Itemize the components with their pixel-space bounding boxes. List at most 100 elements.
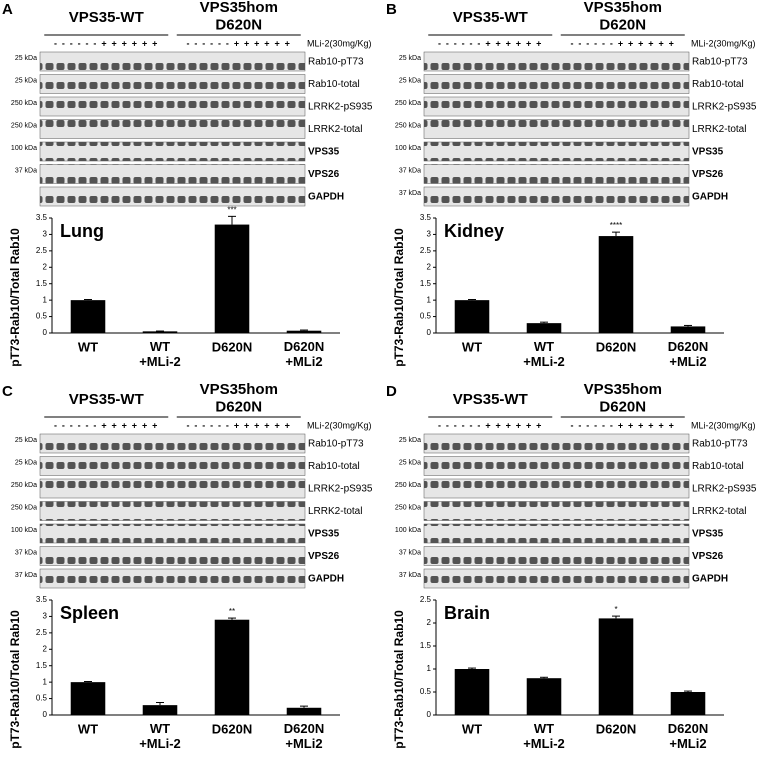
x-tick-label: WT +MLi-2 bbox=[139, 339, 181, 369]
group-label: VPS35hom D620N bbox=[200, 381, 278, 415]
blot-strip bbox=[423, 478, 690, 499]
kda-label: 250 kDa bbox=[11, 482, 37, 489]
blot-strip bbox=[423, 501, 690, 521]
blot-label: Rab10-pT73 bbox=[308, 439, 364, 450]
kda-label: 25 kDa bbox=[399, 437, 421, 444]
error-bar bbox=[84, 298, 92, 301]
blot-label: LRRK2-total bbox=[308, 506, 362, 517]
y-tick-label: 1.5 bbox=[420, 641, 432, 650]
y-tick-label: 0 bbox=[43, 328, 48, 337]
treatment-signs: - - - - - - + + + + + + bbox=[438, 420, 543, 430]
blot-strip bbox=[423, 523, 690, 544]
kda-label: 25 kDa bbox=[15, 55, 37, 62]
x-tick-label: WT +MLi-2 bbox=[523, 339, 565, 369]
treatment-signs: - - - - - - + + + + + + bbox=[438, 38, 543, 48]
y-tick-label: 2 bbox=[427, 618, 432, 627]
blot-strip bbox=[423, 141, 690, 162]
x-tick-label: WT bbox=[78, 339, 98, 354]
blot-strip bbox=[423, 546, 690, 566]
blot-label: Rab10-pT73 bbox=[308, 57, 364, 68]
y-tick-label: 3 bbox=[427, 230, 432, 239]
significance: **** bbox=[610, 221, 622, 230]
blot-strip bbox=[423, 119, 690, 139]
chart-title: Brain bbox=[444, 603, 490, 623]
treatment-signs: - - - - - - + + + + + + bbox=[54, 38, 159, 48]
chart-title: Lung bbox=[60, 221, 104, 241]
y-tick-label: 0.5 bbox=[420, 687, 432, 696]
y-tick-label: 2 bbox=[43, 262, 48, 271]
y-axis-label: pT73-Rab10/Total Rab10 bbox=[8, 228, 22, 367]
blot-strip bbox=[39, 433, 306, 454]
x-tick-label: D620N +MLi2 bbox=[668, 721, 708, 751]
kda-label: 37 kDa bbox=[399, 572, 421, 579]
group-label: VPS35-WT bbox=[453, 391, 528, 408]
blot-strip bbox=[423, 568, 690, 589]
bar bbox=[598, 618, 634, 715]
significance: ** bbox=[229, 607, 235, 616]
y-tick-label: 2.5 bbox=[420, 595, 432, 604]
y-tick-label: 0 bbox=[427, 328, 432, 337]
significance: *** bbox=[227, 205, 236, 214]
blot-label: GAPDH bbox=[692, 574, 728, 585]
bar bbox=[670, 326, 706, 333]
y-tick-label: 2 bbox=[43, 644, 48, 653]
blot-strip bbox=[39, 186, 306, 207]
kda-label: 37 kDa bbox=[15, 167, 37, 174]
x-tick-label: D620N +MLi2 bbox=[284, 721, 324, 751]
blot-label: LRRK2-pS935 bbox=[692, 484, 757, 495]
x-tick-label: D620N bbox=[596, 721, 636, 736]
panel-letter: A bbox=[2, 1, 13, 18]
error-bar bbox=[468, 298, 476, 301]
y-tick-label: 3.5 bbox=[420, 213, 432, 222]
bar bbox=[286, 330, 322, 333]
blot-strip bbox=[423, 164, 690, 184]
error-bar bbox=[156, 702, 164, 706]
bar bbox=[70, 682, 106, 715]
blot-label: Rab10-total bbox=[692, 79, 744, 90]
blot-strip bbox=[39, 141, 306, 162]
error-bar bbox=[468, 667, 476, 669]
blot-label: GAPDH bbox=[692, 192, 728, 203]
blot-label: VPS35 bbox=[308, 147, 340, 158]
error-bar bbox=[300, 705, 308, 708]
treatment-signs: - - - - - - + + + + + + bbox=[186, 38, 291, 48]
kda-label: 250 kDa bbox=[395, 100, 421, 107]
y-tick-label: 1.5 bbox=[420, 279, 432, 288]
error-bar bbox=[300, 329, 308, 331]
kda-label: 250 kDa bbox=[395, 504, 421, 511]
kda-label: 37 kDa bbox=[15, 549, 37, 556]
group-label: VPS35hom D620N bbox=[200, 0, 278, 33]
x-tick-label: WT bbox=[462, 721, 482, 736]
y-tick-label: 2.5 bbox=[36, 246, 48, 255]
kda-label: 100 kDa bbox=[395, 527, 421, 534]
blot-strip bbox=[39, 164, 306, 184]
blot-strip bbox=[423, 51, 690, 72]
kda-label: 25 kDa bbox=[399, 77, 421, 84]
blot-label: VPS26 bbox=[692, 551, 724, 562]
treatment-label: MLi-2(30mg/Kg) bbox=[691, 420, 756, 430]
blot-label: VPS26 bbox=[308, 169, 340, 180]
group-label: VPS35hom D620N bbox=[584, 381, 662, 415]
treatment-signs: - - - - - - + + + + + + bbox=[570, 38, 675, 48]
y-tick-label: 3.5 bbox=[36, 595, 48, 604]
bar bbox=[526, 323, 562, 333]
blot-strip bbox=[39, 523, 306, 544]
blot-label: LRRK2-pS935 bbox=[308, 102, 373, 113]
kda-label: 250 kDa bbox=[395, 482, 421, 489]
blot-label: LRRK2-total bbox=[692, 124, 746, 135]
bar bbox=[286, 707, 322, 715]
chart-title: Spleen bbox=[60, 603, 119, 623]
kda-label: 250 kDa bbox=[11, 504, 37, 511]
blot-label: VPS35 bbox=[692, 529, 724, 540]
error-bar bbox=[684, 690, 692, 692]
blot-strip bbox=[423, 186, 690, 207]
y-tick-label: 1 bbox=[427, 664, 432, 673]
kda-label: 250 kDa bbox=[11, 122, 37, 129]
x-tick-label: WT bbox=[78, 721, 98, 736]
kda-label: 37 kDa bbox=[399, 167, 421, 174]
blot-strip bbox=[423, 74, 690, 94]
y-tick-label: 0 bbox=[43, 710, 48, 719]
treatment-label: MLi-2(30mg/Kg) bbox=[307, 38, 372, 48]
x-tick-label: WT +MLi-2 bbox=[523, 721, 565, 751]
kda-label: 25 kDa bbox=[15, 437, 37, 444]
